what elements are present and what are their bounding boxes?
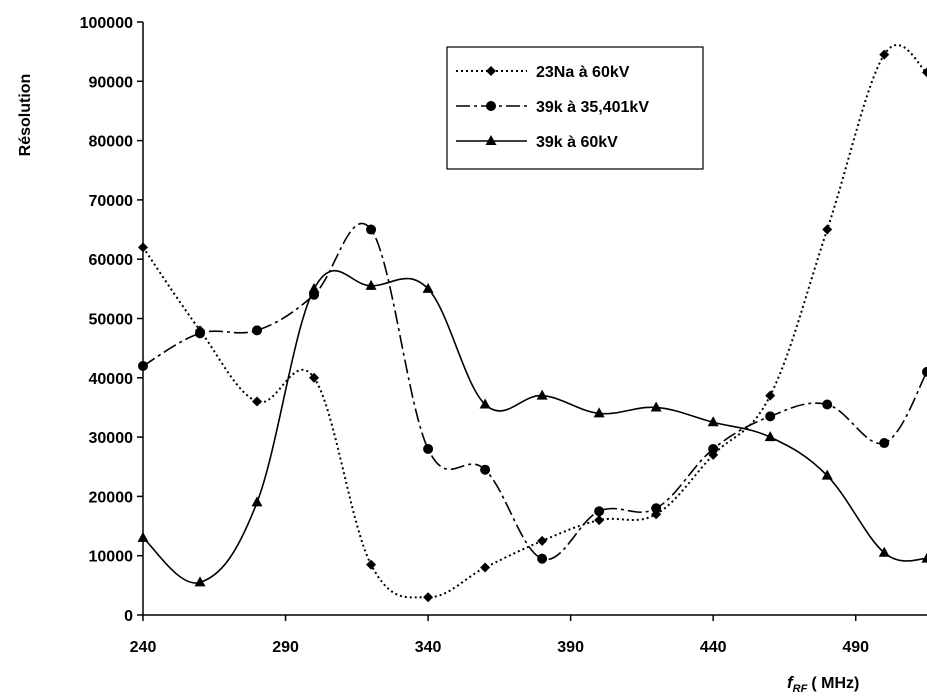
- x-tick-label: 290: [272, 639, 299, 656]
- x-tick-label: 490: [842, 639, 869, 656]
- data-point: [764, 431, 776, 442]
- data-point: [922, 67, 927, 78]
- data-point: [593, 407, 605, 418]
- series-line: [142, 222, 927, 561]
- legend-marker: [486, 101, 496, 111]
- legend: 23Na à 60kV 39k à 35,401kV 39k à 60kV: [446, 46, 704, 170]
- legend-marker: [486, 66, 496, 76]
- data-point: [422, 282, 434, 293]
- data-point: [480, 562, 491, 573]
- y-tick-label: 80000: [89, 134, 134, 151]
- series-layer: [137, 44, 927, 603]
- data-point: [194, 576, 206, 587]
- data-point: [195, 328, 206, 339]
- x-axis-title-unit: ( MHz): [811, 675, 859, 692]
- data-point: [423, 592, 434, 603]
- data-point: [650, 401, 662, 412]
- y-tick-label: 70000: [89, 193, 134, 210]
- data-point: [879, 438, 890, 449]
- data-point: [537, 553, 548, 564]
- legend-label: 39k à 35,401kV: [536, 99, 649, 116]
- data-point: [536, 389, 548, 400]
- data-point: [308, 282, 320, 293]
- y-tick-label: 90000: [89, 74, 134, 91]
- y-tick-label: 20000: [89, 489, 134, 506]
- data-point: [594, 506, 605, 517]
- x-axis-title: fRF( MHz): [787, 673, 859, 695]
- data-point: [879, 49, 890, 60]
- legend-label: 39k à 60kV: [536, 134, 618, 151]
- x-axis-title-var: f: [787, 673, 795, 692]
- data-point: [707, 416, 719, 427]
- data-point: [822, 224, 833, 235]
- y-tick-label: 60000: [89, 252, 134, 269]
- data-point: [423, 443, 434, 454]
- data-point: [708, 443, 719, 454]
- y-tick-label: 40000: [89, 371, 134, 388]
- series-2: [138, 222, 927, 564]
- x-tick-label: 440: [700, 639, 727, 656]
- x-tick-label: 390: [557, 639, 584, 656]
- y-tick-label: 0: [124, 608, 133, 625]
- data-point: [878, 546, 890, 557]
- data-point: [479, 398, 491, 409]
- data-point: [138, 242, 148, 253]
- legend-item: 39k à 35,401kV: [456, 99, 649, 116]
- data-point: [309, 372, 320, 383]
- data-point: [366, 559, 377, 570]
- series-3: [137, 269, 927, 587]
- y-tick-label: 100000: [80, 15, 133, 32]
- data-point: [480, 464, 491, 475]
- x-tick-label: 340: [415, 639, 442, 656]
- data-point: [252, 325, 263, 336]
- axes: 0 10000 20000 30000 40000 50000 60000 70000 8000…: [80, 15, 927, 656]
- data-point: [252, 396, 263, 407]
- x-axis-title-sub: RF: [793, 683, 808, 695]
- data-point: [765, 411, 776, 422]
- data-point: [137, 531, 149, 542]
- legend-item: 23Na à 60kV: [456, 64, 630, 81]
- data-point: [821, 469, 833, 480]
- data-point: [537, 535, 548, 546]
- x-tick-label: 240: [130, 639, 157, 656]
- data-point: [138, 360, 148, 371]
- data-point: [651, 503, 662, 514]
- data-point: [822, 399, 833, 410]
- data-point: [366, 224, 377, 235]
- series-line: [142, 269, 927, 584]
- legend-item: 39k à 60kV: [456, 134, 618, 151]
- y-tick-label: 10000: [89, 549, 134, 566]
- data-point: [921, 552, 927, 563]
- y-tick-label: 30000: [89, 430, 134, 447]
- y-axis-title: Résolution: [17, 74, 34, 157]
- legend-marker: [485, 135, 497, 145]
- data-point: [922, 366, 927, 377]
- legend-label: 23Na à 60kV: [536, 64, 630, 81]
- svg-text:fRF( MHz): fRF( MHz): [787, 673, 859, 695]
- y-tick-label: 50000: [89, 312, 134, 329]
- data-point: [594, 515, 605, 526]
- data-point: [765, 390, 776, 401]
- data-point: [365, 279, 377, 290]
- data-point: [251, 496, 263, 507]
